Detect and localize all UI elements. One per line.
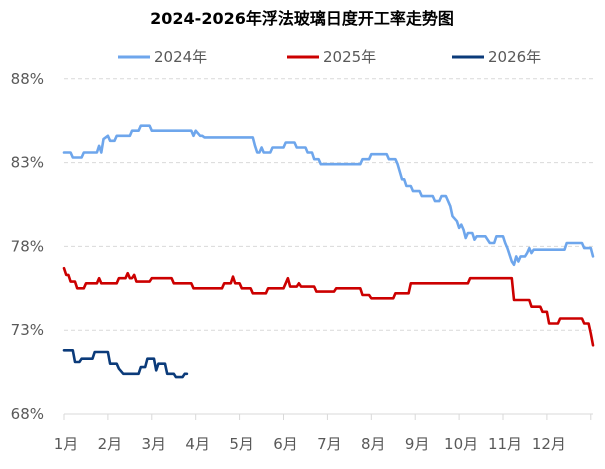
- legend-label: 2024年: [154, 48, 207, 66]
- y-tick-label: 68%: [11, 405, 44, 423]
- x-tick-label: 5月: [229, 435, 254, 453]
- series-line-2024年: [62, 124, 595, 267]
- x-tick-label: 12月: [532, 435, 566, 453]
- x-tick-label: 1月: [54, 435, 79, 453]
- x-tick-label: 6月: [273, 435, 298, 453]
- x-tick-label: 9月: [405, 435, 430, 453]
- x-tick-label: 10月: [444, 435, 478, 453]
- x-tick-label: 3月: [142, 435, 167, 453]
- y-tick-label: 88%: [11, 70, 44, 88]
- x-axis-ticks: 1月 2月 3月 4月 5月 6月 7月 8月 9月 10月 11月 12月: [54, 414, 592, 453]
- y-axis-ticks: 68% 73% 78% 83% 88%: [11, 70, 44, 423]
- legend-label: 2026年: [488, 48, 541, 66]
- series-lines: [62, 124, 595, 379]
- x-tick-label: 2月: [98, 435, 123, 453]
- x-tick-label: 4月: [185, 435, 210, 453]
- x-tick-label: 7月: [317, 435, 342, 453]
- series-line-2026年: [62, 349, 189, 379]
- series-line-2025年: [62, 266, 595, 347]
- legend-label: 2025年: [323, 48, 376, 66]
- chart-title: 2024-2026年浮法玻璃日度开工率走势图: [150, 9, 454, 28]
- grid-lines: [64, 78, 593, 415]
- x-tick-label: 11月: [488, 435, 522, 453]
- y-tick-label: 78%: [11, 237, 44, 255]
- y-tick-label: 73%: [11, 321, 44, 339]
- x-tick-label: 8月: [361, 435, 386, 453]
- legend: 2024年 2025年 2026年: [118, 48, 541, 66]
- y-tick-label: 83%: [11, 154, 44, 172]
